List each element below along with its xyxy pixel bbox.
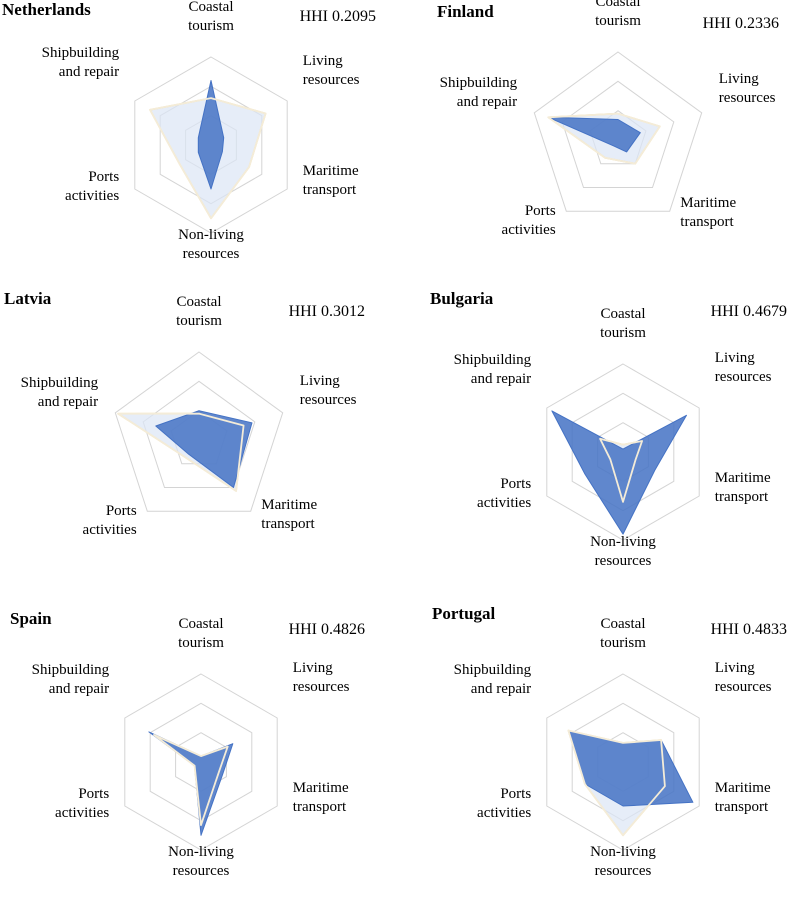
axis-label-living-resources: Living resources: [293, 660, 350, 695]
axis-label-shipbuilding-and-repair: Shipbuilding and repair: [440, 75, 518, 110]
hhi-label: HHI 0.2336: [703, 15, 779, 32]
country-area: [155, 410, 253, 488]
reference-outline: [117, 412, 245, 492]
chart-title: Latvia: [4, 289, 52, 308]
axis-label-living-resources: Living resources: [303, 53, 360, 88]
radar-chart-netherlands: Netherlands HHI 0.2095 Coastal tourism Livin…: [2, 0, 376, 262]
grid-ring: [124, 673, 278, 851]
axis-label-maritime-transport: Maritime transport: [715, 470, 771, 505]
hhi-label: HHI 0.3012: [289, 303, 365, 320]
country-area: [148, 731, 234, 836]
chart-title: Portugal: [432, 604, 496, 623]
axis-label-maritime-transport: Maritime transport: [680, 195, 736, 230]
axis-label-non-living-resources: Non-living resources: [168, 844, 234, 879]
hhi-label: HHI 0.4679: [711, 303, 787, 320]
country-area: [547, 116, 641, 153]
grid-ring: [134, 56, 288, 234]
radar-chart-finland: Finland HHI 0.2336 Coastal tourism Living res…: [437, 0, 779, 238]
reference-outline: [547, 112, 661, 165]
axis-label-non-living-resources: Non-living resources: [590, 534, 656, 569]
axis-label-non-living-resources: Non-living resources: [178, 227, 244, 262]
axis-label-ports-activities: Ports activities: [83, 503, 137, 538]
reference-outline: [567, 729, 666, 837]
grid-ring: [114, 351, 284, 512]
axis-label-living-resources: Living resources: [715, 350, 772, 385]
axis-label-coastal-tourism: Coastal tourism: [188, 0, 234, 34]
grid-ring: [546, 673, 700, 851]
reference-outline: [599, 437, 643, 503]
axis-label-shipbuilding-and-repair: Shipbuilding and repair: [42, 45, 120, 80]
reference-outline: [153, 734, 229, 826]
axis-label-shipbuilding-and-repair: Shipbuilding and repair: [32, 662, 110, 697]
grid-ring: [533, 51, 703, 212]
radar-chart-portugal: Portugal HHI 0.4833 Coastal tourism Living re…: [432, 604, 787, 879]
country-area: [551, 410, 687, 535]
axis-label-coastal-tourism: Coastal tourism: [176, 294, 222, 329]
grid-ring: [546, 363, 700, 541]
axis-label-coastal-tourism: Coastal tourism: [595, 0, 641, 29]
axis-label-shipbuilding-and-repair: Shipbuilding and repair: [454, 352, 532, 387]
axis-label-maritime-transport: Maritime transport: [303, 163, 359, 198]
chart-title: Spain: [10, 609, 52, 628]
axis-label-ports-activities: Ports activities: [477, 786, 531, 821]
chart-title: Netherlands: [2, 0, 91, 19]
axis-label-ports-activities: Ports activities: [65, 169, 119, 204]
axis-label-maritime-transport: Maritime transport: [715, 780, 771, 815]
hhi-label: HHI 0.2095: [300, 8, 376, 25]
axis-label-coastal-tourism: Coastal tourism: [600, 616, 646, 651]
axis-label-coastal-tourism: Coastal tourism: [600, 306, 646, 341]
hhi-label: HHI 0.4833: [711, 621, 787, 638]
radar-chart-latvia: Latvia HHI 0.3012 Coastal tourism Living reso…: [4, 289, 365, 538]
country-area: [197, 80, 225, 190]
axis-label-non-living-resources: Non-living resources: [590, 844, 656, 879]
axis-label-ports-activities: Ports activities: [477, 476, 531, 511]
axis-label-maritime-transport: Maritime transport: [261, 497, 317, 532]
hhi-label: HHI 0.4826: [289, 621, 365, 638]
chart-title: Finland: [437, 2, 494, 21]
axis-label-living-resources: Living resources: [300, 373, 357, 408]
axis-label-coastal-tourism: Coastal tourism: [178, 616, 224, 651]
grid-ring: [561, 80, 675, 188]
reference-outline: [149, 97, 267, 220]
radar-chart-spain: Spain HHI 0.4826 Coastal tourism Living resou…: [10, 609, 365, 879]
axis-label-maritime-transport: Maritime transport: [293, 780, 349, 815]
radar-chart-bulgaria: Bulgaria HHI 0.4679 Coastal tourism Living re…: [430, 289, 787, 569]
axis-label-ports-activities: Ports activities: [55, 786, 109, 821]
chart-title: Bulgaria: [430, 289, 494, 308]
axis-label-ports-activities: Ports activities: [502, 203, 556, 238]
axis-label-shipbuilding-and-repair: Shipbuilding and repair: [21, 375, 99, 410]
axis-label-shipbuilding-and-repair: Shipbuilding and repair: [454, 662, 532, 697]
axis-label-living-resources: Living resources: [715, 660, 772, 695]
axis-label-living-resources: Living resources: [719, 71, 776, 106]
